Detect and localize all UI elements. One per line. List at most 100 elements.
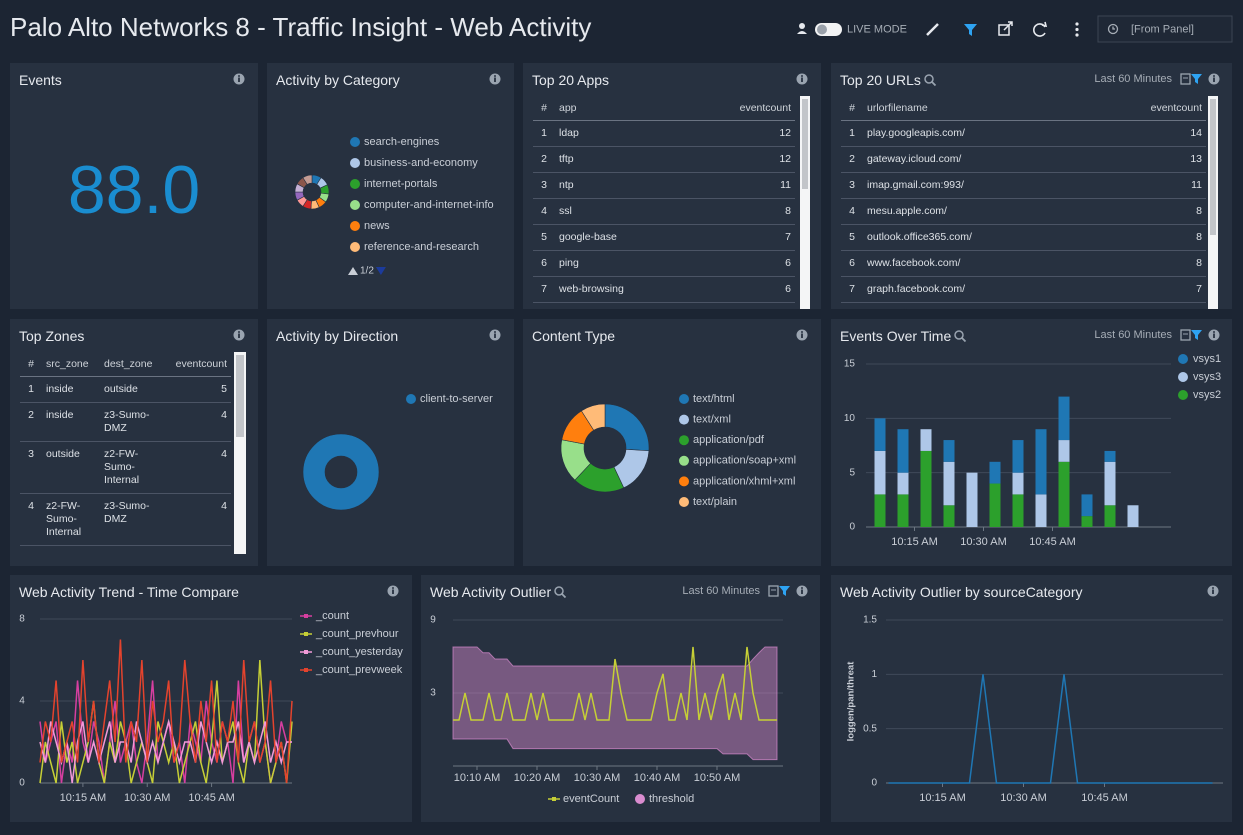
info-icon[interactable] [489, 329, 501, 341]
x-tick-label: 10:45 AM [188, 792, 234, 804]
info-dot [1213, 331, 1215, 333]
table-icon[interactable] [768, 585, 779, 597]
time-range-box[interactable] [1097, 15, 1233, 43]
scrollbar-thumb [236, 355, 244, 437]
x-tick-label: 10:50 AM [694, 772, 740, 784]
legend-label: eventCount [563, 793, 619, 805]
pager-down[interactable] [375, 267, 386, 275]
bar-segment [1058, 396, 1070, 441]
table-cell: 1 [533, 120, 555, 147]
table-icon[interactable] [1180, 329, 1191, 341]
info-bar [392, 589, 394, 594]
info-icon[interactable] [1207, 585, 1219, 597]
legend-swatch [679, 414, 689, 425]
info-bar [1212, 589, 1214, 594]
filter-icon[interactable] [779, 586, 790, 596]
table-cell: mesu.apple.com/ [863, 198, 1116, 225]
user-icon [797, 23, 807, 34]
bar-segment [1035, 494, 1047, 527]
info-bar [238, 333, 240, 338]
info-icon[interactable] [796, 329, 808, 341]
table-icon[interactable] [1180, 73, 1191, 85]
table-cell: outside [42, 441, 100, 494]
legend-label: search-engines [364, 136, 440, 148]
info-icon[interactable] [233, 329, 245, 341]
table-cell: 4 [158, 493, 231, 546]
series-line [39, 718, 292, 784]
info-dot [801, 75, 803, 77]
table-cell: 7 [841, 276, 863, 303]
filter-icon[interactable] [1191, 74, 1202, 84]
legend-label: text/plain [693, 496, 737, 508]
pie-slice [604, 403, 650, 452]
table-cell: 12 [705, 120, 795, 147]
panel-title: Web Activity Outlier by sourceCategory [840, 584, 1083, 600]
info-bar [1213, 333, 1215, 338]
info-icon[interactable] [1208, 73, 1220, 85]
table-cell: 3 [841, 172, 863, 199]
info-dot [1212, 587, 1214, 589]
column-header: dest_zone [100, 354, 158, 377]
zoom-icon[interactable] [553, 585, 567, 599]
bar-segment [1012, 494, 1024, 527]
table-cell: 5 [841, 224, 863, 251]
info-dot [801, 587, 803, 589]
panel-title-text: Activity by Direction [276, 328, 399, 344]
panel-title-text: Top Zones [19, 328, 85, 344]
info-icon[interactable] [489, 73, 501, 85]
y-tick-label: 10 [844, 413, 856, 424]
bar-segment [874, 494, 886, 527]
panel-canvas: Last 60 Minutes 3 9 10:10 AM 10:20 AM 10:30 A… [430, 585, 808, 805]
table-cell: 1 [841, 120, 863, 147]
panel-title: Web Activity Outlier [430, 584, 567, 600]
refresh-icon[interactable] [1033, 21, 1048, 37]
legend-label: application/soap+xml [693, 455, 796, 467]
y-tick-label: 9 [430, 615, 436, 626]
zoom-icon[interactable] [953, 329, 967, 343]
info-icon[interactable] [387, 585, 399, 597]
table-cell: 8 [705, 198, 795, 225]
table-cell: 4 [841, 198, 863, 225]
info-icon[interactable] [796, 585, 808, 597]
live-mode-label: LIVE MODE [847, 23, 907, 35]
zoom-lens [924, 74, 934, 84]
legend-swatch [350, 179, 360, 189]
more-icon[interactable] [1075, 22, 1079, 37]
legend-label: application/pdf [693, 434, 765, 446]
table-row: 6 ping 6 [533, 250, 795, 277]
zoom-icon[interactable] [923, 73, 937, 87]
info-bar [801, 77, 803, 82]
bar-segment [897, 429, 909, 473]
bar-segment [1012, 472, 1024, 495]
info-icon[interactable] [1208, 329, 1220, 341]
info-dot [238, 75, 240, 77]
info-icon[interactable] [796, 73, 808, 85]
table-cell: web-browsing [555, 276, 705, 303]
legend-swatch [350, 200, 360, 210]
table-row: 2 inside z3-Sumo-DMZ 4 [20, 402, 231, 442]
legend-swatch-mark [304, 632, 308, 636]
share-icon[interactable] [998, 21, 1013, 36]
table-cell: 2 [533, 146, 555, 173]
column-header: app [555, 98, 705, 121]
table-cell: 8 [1116, 250, 1206, 277]
live-mode-toggle[interactable] [815, 23, 842, 36]
y-tick-label: 0.5 [863, 723, 877, 734]
legend-swatch [1178, 372, 1188, 382]
edit-icon[interactable] [926, 23, 939, 36]
table-body: 1 ldap 12 2 tftp 12 3 ntp 11 4 ssl 8 5 google-base 7 6 p… [533, 120, 795, 303]
bar-segment [1104, 450, 1116, 462]
table-cell: 6 [705, 276, 795, 303]
info-icon[interactable] [233, 73, 245, 85]
y-tick-label: 1 [871, 669, 877, 680]
table-cell: ping [555, 250, 705, 277]
filter-icon[interactable] [964, 24, 977, 36]
panel: Last 60 Minutes 3 9 10:10 AM 10:20 AM 10:30 A… [421, 575, 820, 822]
table-icon-box [1180, 329, 1191, 341]
filter-icon[interactable] [1191, 330, 1202, 340]
scrollbar [800, 96, 810, 309]
table-cell: 8 [1116, 198, 1206, 225]
pager-up[interactable] [348, 267, 358, 275]
table-cell: 4 [20, 493, 42, 546]
